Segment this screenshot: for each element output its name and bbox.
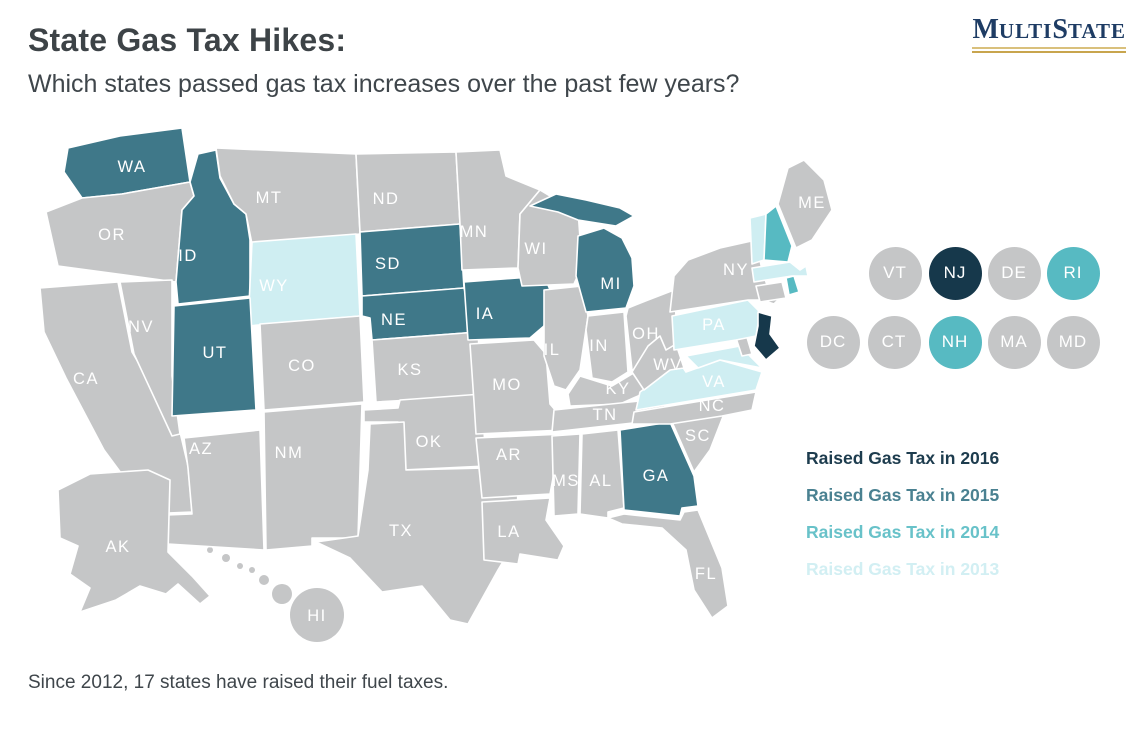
state-label-OR: OR (98, 226, 126, 244)
circle-MD: MD (1046, 315, 1100, 369)
state-label-MS: MS (552, 472, 580, 490)
state-label-AR: AR (496, 446, 522, 464)
hawaii-island-shape (207, 547, 213, 553)
state-label-SC: SC (685, 427, 711, 445)
circle-NH: NH (928, 315, 982, 369)
circle-VT: VT (868, 246, 922, 300)
state-label-KS: KS (397, 361, 422, 379)
circle-MA: MA (987, 315, 1041, 369)
logo-rule-bottom (972, 51, 1126, 53)
legend-item-0: Raised Gas Tax in 2016 (806, 448, 1000, 468)
state-label-MT: MT (256, 189, 283, 207)
hawaii-island-shape (272, 584, 292, 604)
state-label-NY: NY (723, 261, 749, 279)
state-label-NM: NM (275, 444, 304, 462)
state-NH (763, 205, 793, 263)
state-label-NC: NC (699, 397, 726, 415)
state-label-WY: WY (259, 277, 289, 295)
state-label-IA: IA (476, 305, 495, 323)
state-RI (785, 275, 800, 296)
state-MS (551, 433, 581, 517)
circle-CT: CT (867, 315, 921, 369)
circle-DE: DE (987, 246, 1041, 300)
state-label-WI: WI (524, 240, 547, 258)
state-MI (529, 193, 635, 227)
state-label-OK: OK (416, 433, 443, 451)
circle-NJ: NJ (928, 246, 982, 300)
state-label-TX: TX (389, 522, 413, 540)
state-label-AK: AK (105, 538, 130, 556)
state-label-UT: UT (203, 344, 228, 362)
state-MI (575, 227, 635, 313)
state-ME (777, 159, 833, 249)
state-label-IN: IN (589, 337, 609, 355)
state-label-NV: NV (128, 318, 154, 336)
state-HI (290, 588, 344, 642)
state-CT (755, 281, 787, 303)
state-label-TN: TN (593, 406, 618, 424)
state-AL (579, 429, 625, 519)
state-FL (607, 509, 729, 619)
state-label-WV: WV (653, 356, 683, 374)
logo-rule-top (972, 47, 1126, 49)
state-NJ (753, 311, 781, 361)
state-NM (263, 403, 363, 551)
state-label-GA: GA (643, 467, 670, 485)
state-AR (475, 433, 565, 499)
circle-DC: DC (806, 315, 860, 369)
state-KS (371, 331, 483, 403)
state-label-SD: SD (375, 255, 401, 273)
state-label-MO: MO (492, 376, 522, 394)
state-label-NE: NE (381, 311, 407, 329)
state-CO (259, 315, 365, 411)
state-label-OH: OH (632, 325, 660, 343)
state-label-FL: FL (695, 565, 717, 583)
state-label-VA: VA (702, 373, 726, 391)
state-label-MI: MI (600, 275, 621, 293)
page-title: State Gas Tax Hikes: (28, 22, 347, 58)
multistate-logo: MULTISTATE (972, 16, 1126, 53)
state-IL (543, 285, 589, 391)
page-subtitle: Which states passed gas tax increases ov… (28, 70, 740, 98)
legend: Raised Gas Tax in 2016 Raised Gas Tax in … (806, 448, 999, 596)
state-UT (171, 297, 257, 417)
state-label-IL: IL (544, 341, 561, 359)
state-label-ND: ND (373, 190, 400, 208)
legend-item-2: Raised Gas Tax in 2014 (806, 522, 1000, 542)
state-IN (585, 311, 629, 383)
hawaii-island-shape (222, 554, 230, 562)
state-label-CA: CA (73, 370, 99, 388)
state-label-CO: CO (288, 357, 316, 375)
legend-item-3: Raised Gas Tax in 2013 (806, 559, 1000, 579)
state-AK (57, 469, 211, 613)
legend-item-1: Raised Gas Tax in 2015 (806, 485, 1000, 505)
state-label-ID: ID (178, 247, 198, 265)
state-label-WA: WA (118, 158, 147, 176)
us-choropleth-map: WA OR CA NV ID MT WY UT CO AZ NM ND SD NE KS OK TX MN IA MO… (39, 127, 833, 642)
circle-RI: RI (1046, 246, 1100, 300)
footer-note: Since 2012, 17 states have raised their … (28, 672, 449, 693)
state-GA (619, 421, 699, 517)
state-LA (481, 497, 565, 565)
state-label-AZ: AZ (189, 440, 213, 458)
state-label-LA: LA (497, 523, 520, 541)
state-NV (119, 279, 181, 437)
state-TX (315, 421, 519, 625)
state-label-MN: MN (460, 223, 489, 241)
state-label-AL: AL (589, 472, 612, 490)
state-NC (631, 391, 757, 425)
state-label-ME: ME (798, 194, 826, 212)
logo-wordmark: MULTISTATE (972, 14, 1126, 45)
state-NE (361, 287, 479, 341)
state-MA (751, 261, 809, 283)
state-label-PA: PA (702, 316, 726, 334)
hawaii-island-shape (249, 567, 255, 573)
state-label-HI: HI (307, 607, 327, 625)
hawaii-island-shape (237, 563, 243, 569)
hawaii-island-shape (259, 575, 269, 585)
state-label-KY: KY (605, 380, 630, 398)
